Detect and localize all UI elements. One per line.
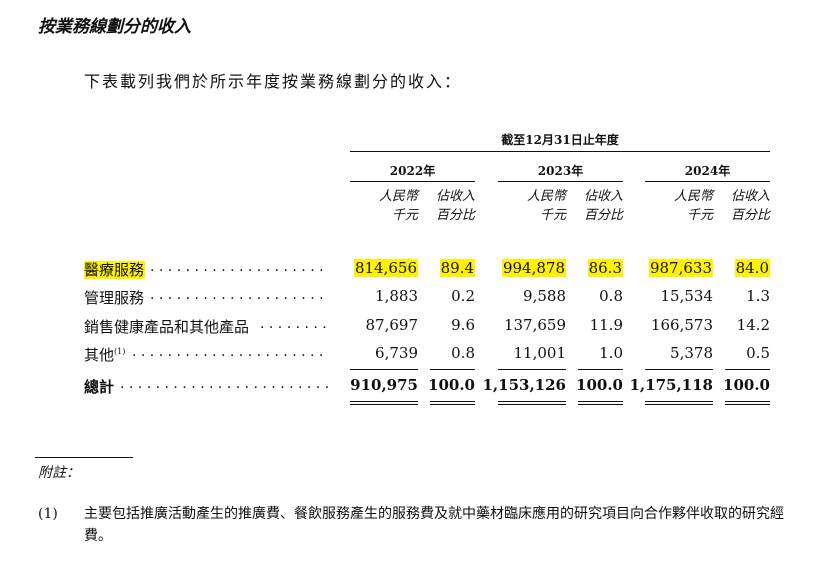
subtotal-rule-2022-pct: [430, 369, 475, 370]
cell-management-2024-pct: 1.3: [746, 287, 770, 305]
footnote-title: 附註：: [38, 465, 80, 481]
cell-others-2022-pct: 0.8: [451, 344, 475, 362]
colhead-pct-2022: 佔收入 百分比: [435, 189, 475, 223]
cell-total-2023-amount: 1,153,126: [482, 376, 566, 394]
cell-others-2023-amount: 11,001: [513, 344, 567, 362]
cell-products-2023-pct: 11.9: [589, 316, 623, 334]
subtotal-rule-2023-pct: [578, 369, 623, 370]
cell-total-2024-amount: 1,175,118: [629, 376, 713, 394]
cell-medical-2023-amount: 994,878: [501, 259, 566, 277]
total-double-rule-2023-pct-a: [578, 401, 623, 402]
cell-others-2022-amount: 6,739: [375, 344, 418, 362]
total-double-rule-2024-amount-a: [645, 401, 713, 402]
total-double-rule-2022-pct-a: [430, 401, 475, 402]
row-label-medical-services: 醫療服務 . . . . . . . . . . . . . . . . . .…: [84, 259, 329, 279]
colhead-amount-2022: 人民幣 千元: [378, 189, 418, 223]
section-heading: 按業務線劃分的收入: [38, 17, 191, 37]
cell-management-2024-amount: 15,534: [660, 287, 714, 305]
cell-medical-2022-pct: 89.4: [439, 259, 475, 277]
footnote-number: (1): [38, 506, 58, 522]
cell-total-2022-pct: 100.0: [428, 376, 475, 394]
cell-products-2023-amount: 137,659: [503, 316, 566, 334]
total-double-rule-2022-amount-a: [350, 401, 418, 402]
cell-others-2024-amount: 5,378: [670, 344, 713, 362]
total-double-rule-2024-pct-a: [725, 401, 770, 402]
footnote-text: 主要包括推廣活動產生的推廣費、餐飲服務產生的服務費及就中藥材臨床應用的研究項目向…: [84, 506, 784, 544]
year-header-2023: 2023年: [537, 164, 584, 178]
total-double-rule-2022-amount-b: [350, 404, 418, 405]
total-double-rule-2023-amount-b: [498, 404, 566, 405]
cell-management-2023-pct: 0.8: [599, 287, 623, 305]
colhead-pct-2023: 佔收入 百分比: [583, 189, 623, 223]
total-double-rule-2024-amount-b: [645, 404, 713, 405]
year-underline-2023: [498, 181, 623, 182]
row-label-others: 其他(1) . . . . . . . . . . . . . . . . . …: [84, 344, 329, 364]
year-underline-2022: [350, 181, 475, 182]
row-label-total: 總計 . . . . . . . . . . . . . . . . . . .…: [84, 376, 329, 396]
subtotal-rule-2023-amount: [498, 369, 566, 370]
subtotal-rule-2024-pct: [725, 369, 770, 370]
cell-products-2024-amount: 166,573: [650, 316, 713, 334]
cell-total-2024-pct: 100.0: [723, 376, 770, 394]
colhead-amount-2023: 人民幣 千元: [526, 189, 566, 223]
intro-paragraph: 下表載列我們於所示年度按業務線劃分的收入：: [84, 72, 463, 91]
cell-others-2024-pct: 0.5: [746, 344, 770, 362]
period-header: 截至12月31日止年度: [501, 133, 619, 147]
cell-total-2022-amount: 910,975: [350, 376, 418, 394]
year-header-2024: 2024年: [684, 164, 731, 178]
cell-others-2023-pct: 1.0: [599, 344, 623, 362]
cell-medical-2024-amount: 987,633: [648, 259, 713, 277]
cell-management-2023-amount: 9,588: [523, 287, 566, 305]
colhead-pct-2024: 佔收入 百分比: [730, 189, 770, 223]
cell-medical-2023-pct: 86.3: [587, 259, 623, 277]
total-double-rule-2022-pct-b: [430, 404, 475, 405]
footnote-separator: [35, 457, 133, 458]
footnote-ref-1: (1): [114, 347, 126, 356]
cell-total-2023-pct: 100.0: [576, 376, 623, 394]
row-label-management-services: 管理服務 . . . . . . . . . . . . . . . . . .…: [84, 287, 329, 307]
cell-products-2024-pct: 14.2: [736, 316, 770, 334]
colhead-amount-2024: 人民幣 千元: [673, 189, 713, 223]
period-underline: [350, 151, 770, 152]
total-double-rule-2023-pct-b: [578, 404, 623, 405]
cell-products-2022-pct: 9.6: [451, 316, 475, 334]
cell-medical-2024-pct: 84.0: [734, 259, 770, 277]
year-underline-2024: [645, 181, 770, 182]
row-label-health-products: 銷售健康產品和其他產品 . . . . . . . . . . . . . . …: [84, 316, 329, 336]
total-double-rule-2023-amount-a: [498, 401, 566, 402]
year-header-2022: 2022年: [389, 164, 436, 178]
cell-medical-2022-amount: 814,656: [353, 259, 418, 277]
cell-products-2022-amount: 87,697: [365, 316, 419, 334]
subtotal-rule-2022-amount: [350, 369, 418, 370]
cell-management-2022-pct: 0.2: [451, 287, 475, 305]
total-double-rule-2024-pct-b: [725, 404, 770, 405]
subtotal-rule-2024-amount: [645, 369, 713, 370]
cell-management-2022-amount: 1,883: [375, 287, 418, 305]
